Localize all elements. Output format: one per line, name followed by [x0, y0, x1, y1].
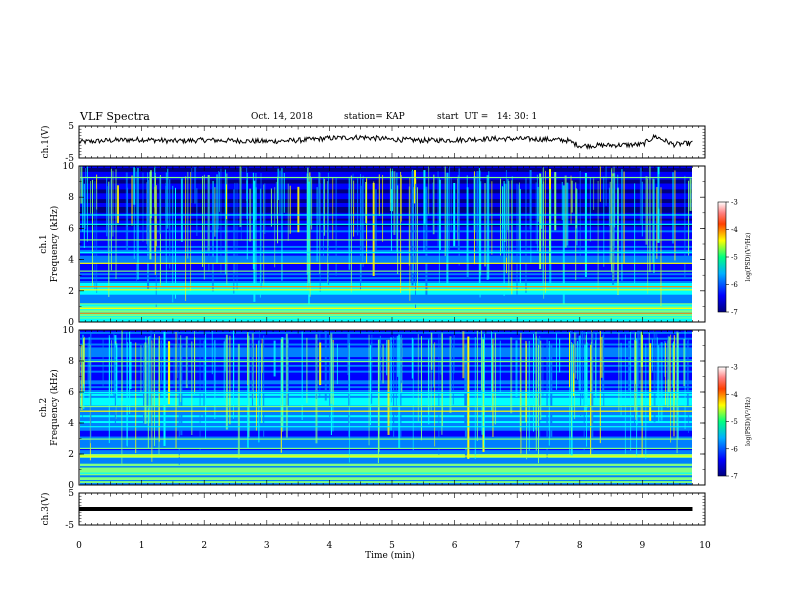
- ch3-ylabel: ch.3(V): [40, 493, 51, 526]
- x-tick-label: 8: [577, 541, 583, 551]
- y-tick-label: 0: [68, 481, 74, 491]
- y-tick-label: -5: [65, 521, 74, 531]
- chart-title: VLF Spectra: [80, 110, 150, 123]
- y-tick-label: 6: [68, 388, 74, 398]
- colorbar-label: log(PSD)(V²/Hz): [745, 233, 752, 282]
- x-tick-label: 4: [327, 541, 333, 551]
- ch1-waveform-line: [78, 133, 693, 150]
- colorbar-tick-label: -5: [731, 254, 738, 262]
- start-time-label: start UT = 14: 30: 1: [437, 112, 538, 122]
- x-tick-label: 6: [452, 541, 458, 551]
- spectrogram-image: [80, 166, 692, 323]
- x-tick-label: 1: [139, 541, 145, 551]
- colorbar-tick-label: -6: [731, 445, 738, 453]
- y-tick-label: -5: [65, 154, 74, 164]
- y-tick-label: 10: [63, 326, 75, 336]
- ch1-ylabel: ch.1(V): [40, 126, 51, 159]
- spectrogram-image: [80, 330, 692, 486]
- colorbar-tick-label: -6: [731, 281, 738, 289]
- colorbar-tick-label: -3: [731, 199, 738, 207]
- y-tick-label: 0: [68, 318, 74, 328]
- colorbar-tick-label: -3: [731, 364, 738, 372]
- y-tick-label: 5: [68, 122, 74, 132]
- y-tick-label: 5: [68, 489, 74, 499]
- x-tick-label: 2: [201, 541, 207, 551]
- y-tick-label: 2: [68, 450, 74, 460]
- x-tick-label: 0: [76, 541, 82, 551]
- y-tick-label: 6: [68, 224, 74, 234]
- y-tick-label: 8: [68, 357, 74, 367]
- colorbar-tick-label: -4: [731, 391, 738, 399]
- date-label: Oct. 14, 2018: [251, 112, 313, 122]
- station-label: station= KAP: [344, 112, 405, 122]
- colorbar: [717, 366, 727, 477]
- x-tick-label: 3: [264, 541, 270, 551]
- x-tick-label: 5: [389, 541, 395, 551]
- x-tick-label: 10: [699, 541, 711, 551]
- y-tick-label: 8: [68, 193, 74, 203]
- y-tick-label: 4: [68, 256, 74, 266]
- colorbar-tick-label: -7: [731, 473, 738, 481]
- spectrogram-channel-label: ch.1: [39, 234, 49, 253]
- colorbar-tick-label: -5: [731, 418, 738, 426]
- colorbar-tick-label: -4: [731, 226, 738, 234]
- y-tick-label: 2: [68, 287, 74, 297]
- colorbar: [717, 201, 727, 313]
- spectrogram-channel-label: ch.2: [39, 398, 49, 417]
- spectrogram-ylabel: Frequency (kHz): [49, 369, 60, 446]
- spectrogram-ylabel: Frequency (kHz): [49, 206, 60, 283]
- x-tick-label: 7: [514, 541, 520, 551]
- y-tick-label: 10: [63, 162, 75, 172]
- y-tick-label: 4: [68, 419, 74, 429]
- colorbar-label: log(PSD)(V²/Hz): [745, 397, 752, 446]
- x-axis-label: Time (min): [365, 550, 415, 561]
- colorbar-tick-label: -7: [731, 309, 738, 317]
- x-tick-label: 9: [640, 541, 646, 551]
